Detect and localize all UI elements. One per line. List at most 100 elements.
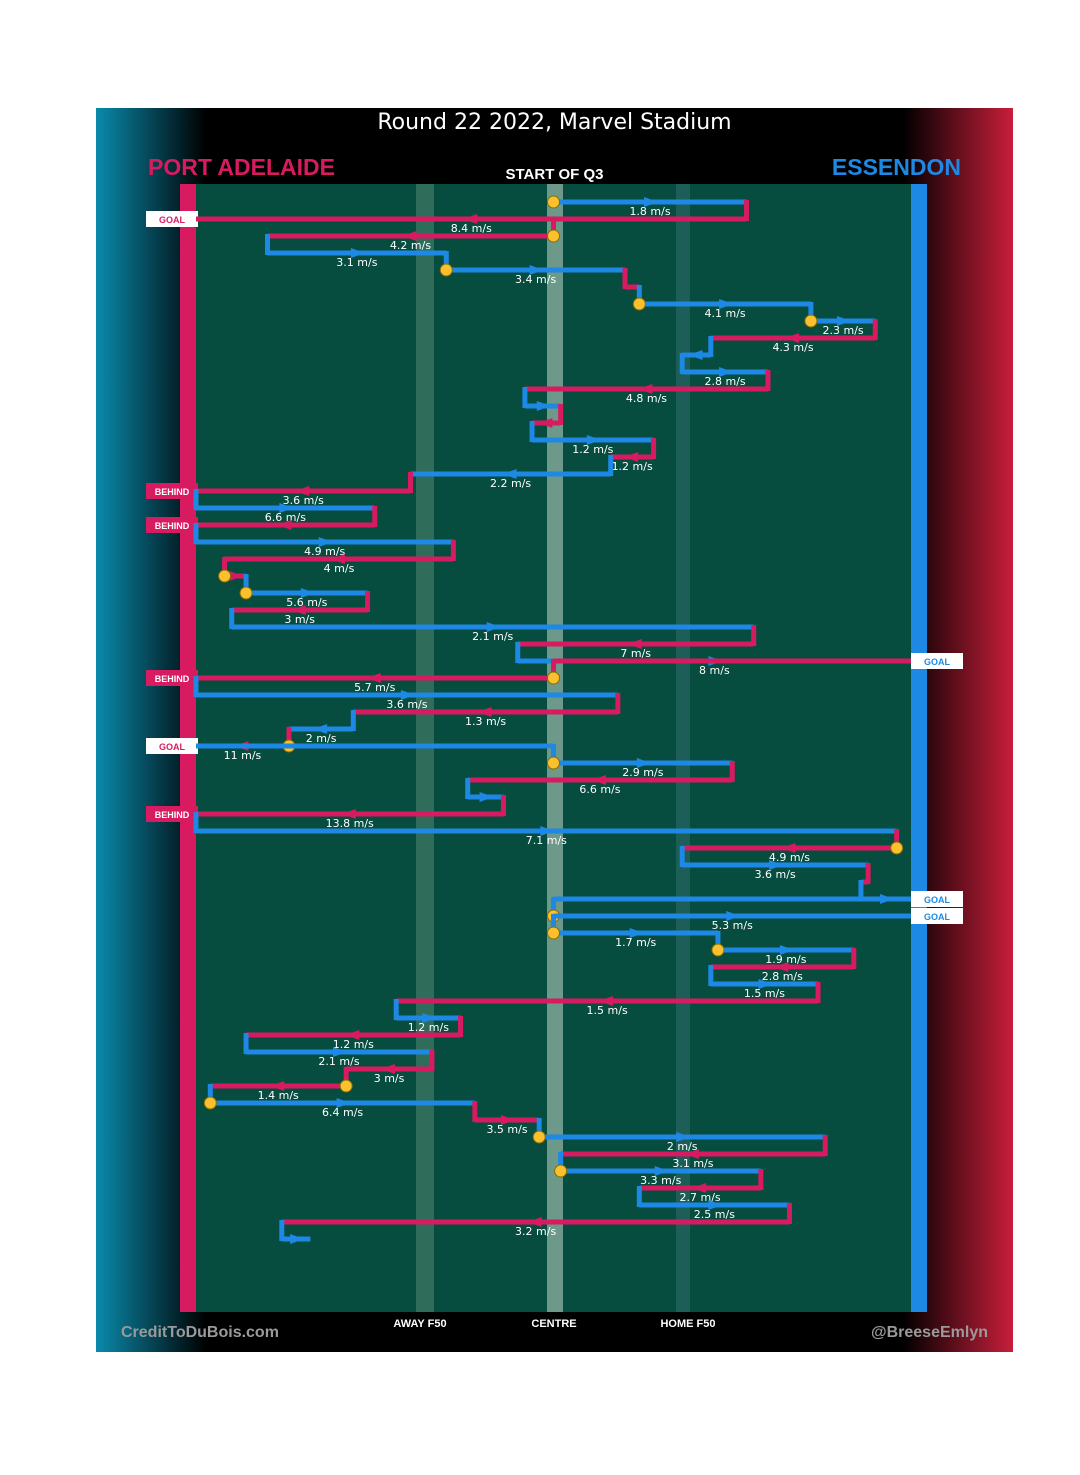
speed-label: 4.2 m/s xyxy=(390,239,431,252)
speed-label: 4.9 m/s xyxy=(769,851,810,864)
direction-arrow xyxy=(719,367,734,377)
chain-start-marker xyxy=(547,926,560,940)
speed-label: 7 m/s xyxy=(620,647,651,660)
outcome-badge xyxy=(146,738,198,754)
direction-arrow xyxy=(629,928,644,938)
direction-arrow xyxy=(270,1081,285,1091)
axis-label-home-f50: HOME F50 xyxy=(660,1318,715,1330)
chart-title: Round 22 2022, Marvel Stadium xyxy=(377,110,732,135)
axis-label-centre: CENTRE xyxy=(531,1318,576,1330)
outcome-label: GOAL xyxy=(924,912,951,922)
chain-start-marker xyxy=(632,297,646,311)
direction-arrow xyxy=(333,1047,347,1057)
speed-label: 2.8 m/s xyxy=(762,970,803,983)
chain-start-marker xyxy=(218,569,232,583)
outcome-badge xyxy=(146,670,198,686)
outcome-label: BEHIND xyxy=(155,521,190,531)
direction-arrow xyxy=(536,401,551,411)
direction-arrow xyxy=(779,945,794,955)
direction-arrow xyxy=(644,197,659,207)
chain-layer: 1.8 m/s 8.4 m/s GOAL 4.2 m/s 3.1 m/s 3.4 m/s 4… xyxy=(146,195,963,1244)
chain-start-marker xyxy=(711,943,725,957)
chain-start-marker xyxy=(547,195,560,209)
speed-label: 3.6 m/s xyxy=(386,698,427,711)
speed-label: 4 m/s xyxy=(324,562,355,575)
direction-arrow xyxy=(599,996,614,1006)
chain-start-marker xyxy=(339,1079,353,1093)
speed-label: 1.2 m/s xyxy=(612,460,653,473)
speed-label: 1.8 m/s xyxy=(629,205,670,218)
speed-label: 3.1 m/s xyxy=(672,1157,713,1170)
speed-label: 3.3 m/s xyxy=(640,1174,681,1187)
speed-label: 2.1 m/s xyxy=(318,1055,359,1068)
speed-label: 1.2 m/s xyxy=(572,443,613,456)
direction-arrow xyxy=(624,452,639,462)
speed-label: 2 m/s xyxy=(306,732,337,745)
direction-arrow xyxy=(636,758,651,768)
essendon-goal-bar xyxy=(911,184,927,1312)
direction-arrow xyxy=(501,1115,516,1125)
credit-link[interactable]: CreditToDuBois.com xyxy=(121,1324,279,1341)
direction-arrow xyxy=(654,1166,669,1176)
direction-arrow xyxy=(229,571,244,581)
direction-arrow xyxy=(422,1013,437,1023)
speed-label: 2.3 m/s xyxy=(822,324,863,337)
direction-arrow xyxy=(781,843,796,853)
chain-start-marker xyxy=(532,1130,546,1144)
chart-poster: 1.8 m/s 8.4 m/s GOAL 4.2 m/s 3.1 m/s 3.4 m/s 4… xyxy=(96,108,1013,1352)
direction-arrow xyxy=(345,1030,360,1040)
direction-arrow xyxy=(477,707,492,717)
direction-arrow xyxy=(529,265,544,275)
chain-start-marker xyxy=(547,671,560,685)
speed-label: 7.1 m/s xyxy=(526,834,567,847)
speed-label: 1.5 m/s xyxy=(587,1004,628,1017)
direction-arrow xyxy=(336,1098,351,1108)
direction-arrow xyxy=(837,316,852,326)
direction-arrow xyxy=(627,639,642,649)
direction-arrow xyxy=(479,792,494,802)
outcome-label: GOAL xyxy=(924,657,951,667)
speed-label: 6.6 m/s xyxy=(265,511,306,524)
direction-arrow xyxy=(313,724,328,734)
outcome-label: BEHIND xyxy=(155,487,190,497)
outcome-label: GOAL xyxy=(159,215,186,225)
direction-arrow xyxy=(400,690,415,700)
team-right-label: ESSENDON xyxy=(831,154,961,180)
speed-label: 8.4 m/s xyxy=(451,222,492,235)
direction-arrow xyxy=(366,673,381,683)
outcome-label: GOAL xyxy=(159,742,186,752)
speed-label: 3 m/s xyxy=(284,613,315,626)
speed-label: 5.3 m/s xyxy=(712,919,753,932)
direction-arrow xyxy=(295,486,310,496)
speed-label: 1.3 m/s xyxy=(465,715,506,728)
speed-label: 3.1 m/s xyxy=(336,256,377,269)
speed-label: 13.8 m/s xyxy=(326,817,374,830)
outcome-label: GOAL xyxy=(924,895,951,905)
chain-start-marker xyxy=(547,229,560,243)
speed-label: 5.7 m/s xyxy=(354,681,395,694)
speed-label: 4.3 m/s xyxy=(772,341,813,354)
speed-label: 3.6 m/s xyxy=(283,494,324,507)
speed-label: 2.5 m/s xyxy=(694,1208,735,1221)
outcome-badge xyxy=(146,211,198,227)
speed-label: 4.9 m/s xyxy=(304,545,345,558)
chain-start-marker xyxy=(547,756,560,770)
direction-arrow xyxy=(291,605,306,615)
speed-label: 2 m/s xyxy=(667,1140,698,1153)
chain-start-marker xyxy=(203,1096,217,1110)
direction-arrow xyxy=(350,248,365,258)
direction-arrow xyxy=(708,1200,723,1210)
speed-label: 2.9 m/s xyxy=(622,766,663,779)
direction-arrow xyxy=(277,520,292,530)
speed-label: 1.2 m/s xyxy=(408,1021,449,1034)
speed-label: 2.7 m/s xyxy=(679,1191,720,1204)
speed-label: 4.1 m/s xyxy=(705,307,746,320)
outcome-badge xyxy=(146,517,198,533)
speed-label: 3.5 m/s xyxy=(486,1123,527,1136)
axis-label-away-f50: AWAY F50 xyxy=(393,1318,446,1330)
author-handle[interactable]: @BreeseEmlyn xyxy=(871,1324,988,1341)
chain-start-marker xyxy=(554,1164,568,1178)
speed-label: 1.9 m/s xyxy=(765,953,806,966)
direction-arrow xyxy=(331,554,345,564)
direction-arrow xyxy=(402,231,417,241)
